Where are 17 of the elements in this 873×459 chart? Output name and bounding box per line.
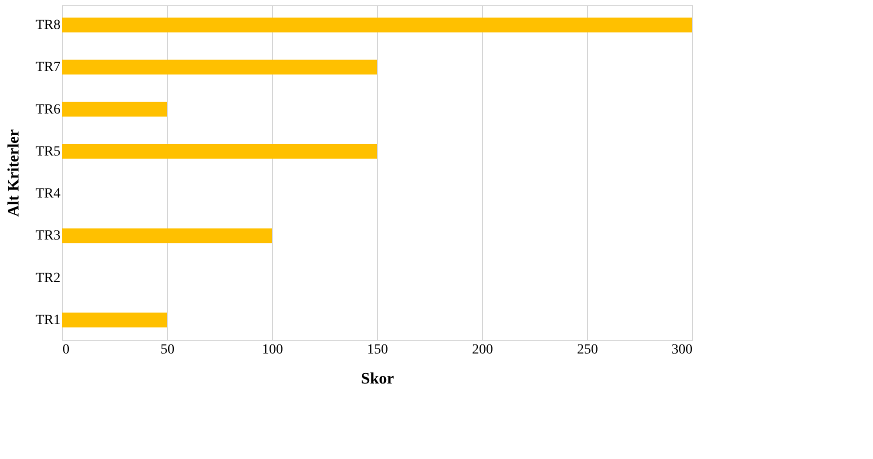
y-tick-label: TR7 xyxy=(36,60,60,76)
y-tick-label: TR4 xyxy=(36,186,60,202)
y-tick-label: TR2 xyxy=(36,270,60,286)
y-axis-title: Alt Kriterler xyxy=(6,129,23,217)
y-tick-label: TR3 xyxy=(36,228,60,244)
x-tick-label: 100 xyxy=(262,342,283,358)
x-tick-label: 250 xyxy=(577,342,598,358)
y-tick-label: TR5 xyxy=(36,144,60,160)
y-tick-label: TR6 xyxy=(36,102,60,118)
y-tick-label: TR1 xyxy=(36,312,60,328)
x-tick-label: 50 xyxy=(160,342,174,358)
x-tick-label: 0 xyxy=(62,342,70,358)
x-tick-label: 200 xyxy=(472,342,493,358)
x-tick-label: 300 xyxy=(672,342,692,358)
x-tick-label: 150 xyxy=(367,342,388,358)
y-tick-label: TR8 xyxy=(36,18,60,34)
x-axis-title: Skor xyxy=(361,370,394,388)
